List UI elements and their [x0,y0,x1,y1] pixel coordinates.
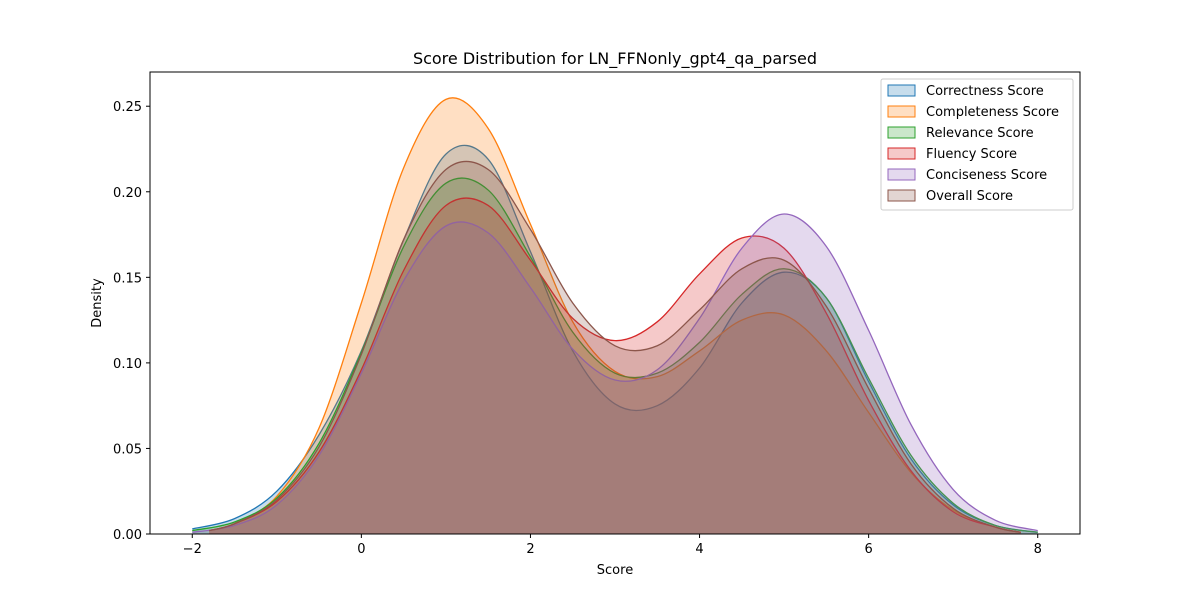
legend: Correctness Score Completeness Score Relev… [880,78,1074,211]
overall-score-area [209,161,1021,534]
legend-swatch-completeness-score [887,105,916,118]
legend-label-completeness-score: Completeness Score [926,105,1059,120]
y-tick-label: 0.20 [113,186,142,201]
legend-swatch-overall-score [887,189,916,202]
y-tick-label: 0.10 [113,357,142,372]
y-tick-label: 0.15 [113,271,142,286]
y-tick-label: 0.25 [113,100,142,115]
legend-label-correctness-score: Correctness Score [926,84,1044,99]
x-tick-label: 4 [695,542,703,557]
conciseness-score-area [192,214,1038,535]
plot-frame [149,71,1081,535]
legend-swatch-conciseness-score [887,168,916,181]
legend-label-fluency-score: Fluency Score [926,147,1017,162]
completeness-score-line [209,97,1021,533]
legend-swatch-correctness-score [887,84,916,97]
y-axis-label: Density [90,278,105,328]
x-tick-label: 0 [357,542,365,557]
overall-score-line [209,160,1021,533]
chart-title: Score Distribution for LN_FFNonly_gpt4_q… [413,49,817,69]
x-tick-label: 6 [864,542,872,557]
legend-items: Correctness Score Completeness Score Relev… [887,84,1059,204]
x-tick-label: 2 [526,542,534,557]
x-axis-label: Score [597,563,633,578]
correctness-score-area [192,145,1038,535]
legend-label-relevance-score: Relevance Score [926,126,1034,141]
correctness-score-line [192,144,1038,533]
y-tick-label: 0.05 [113,442,142,457]
relevance-score-area [192,178,1038,534]
series-layer [192,97,1038,535]
legend-label-overall-score: Overall Score [926,189,1013,204]
legend-label-conciseness-score: Conciseness Score [926,168,1047,183]
legend-frame [880,78,1074,211]
x-axis: −2 0 2 4 6 8 [183,534,1042,557]
x-tick-label: −2 [183,542,202,557]
fluency-score-line [209,197,1021,533]
fluency-score-area [209,197,1021,534]
relevance-score-line [192,177,1038,533]
legend-swatch-fluency-score [887,147,916,160]
completeness-score-area [209,97,1021,534]
y-axis: 0.00 0.05 0.10 0.15 0.20 0.25 [113,100,150,543]
x-tick-label: 8 [1034,542,1042,557]
conciseness-score-line [192,213,1038,533]
y-tick-label: 0.00 [113,528,142,543]
legend-swatch-relevance-score [887,126,916,139]
